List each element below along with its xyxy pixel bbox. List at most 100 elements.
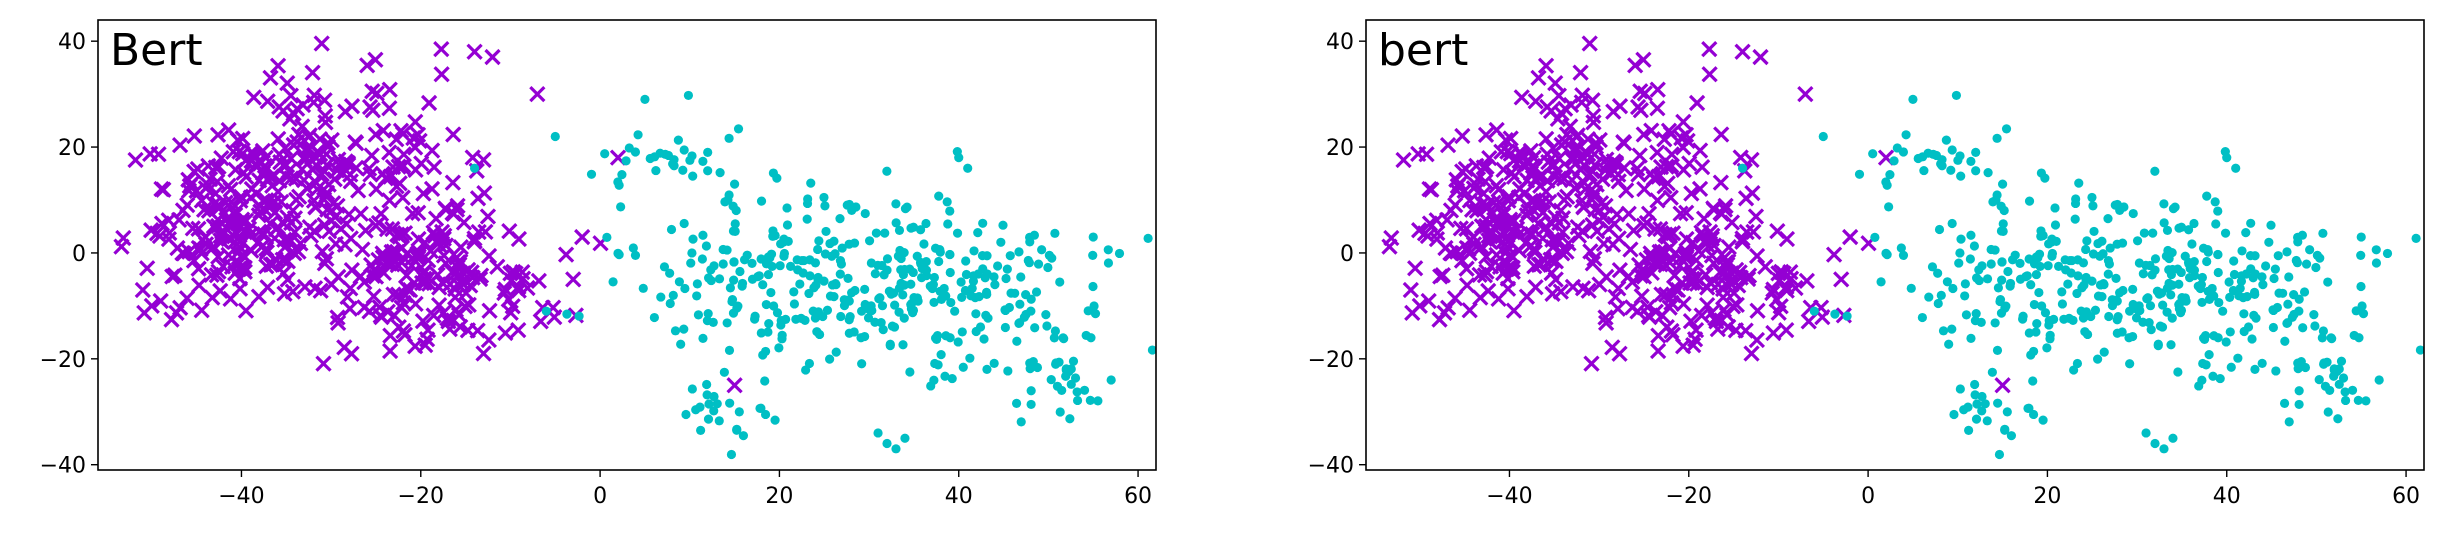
data-point-dot [1003, 366, 1013, 376]
data-point-dot [679, 145, 689, 155]
data-point-x [394, 189, 411, 206]
data-point-x [1778, 321, 1795, 339]
data-point-x [1687, 322, 1705, 339]
data-point-dot [2270, 264, 2280, 274]
data-point-dot [2001, 124, 2012, 134]
data-point-dot [1737, 163, 1748, 173]
data-point-dot [702, 379, 712, 390]
data-point-x [1833, 271, 1850, 288]
data-point-dot [2292, 258, 2302, 268]
data-point-dot [2279, 398, 2290, 408]
data-point-x [1825, 246, 1843, 263]
data-point-x [175, 245, 192, 262]
data-point-x [1747, 208, 1765, 225]
data-point-x [170, 211, 188, 229]
data-point-x [336, 339, 353, 356]
data-point-dot [630, 147, 641, 157]
data-point-dot [1046, 375, 1056, 385]
data-point-dot [1960, 291, 1970, 301]
data-point-dot [2329, 371, 2339, 381]
data-point-dot [2225, 327, 2235, 337]
data-point-dot [802, 198, 813, 209]
data-point-dot [929, 272, 939, 283]
data-point-x [236, 224, 254, 241]
data-point-x [234, 130, 251, 147]
data-point-dot [1987, 367, 1997, 377]
data-point-x [1488, 177, 1505, 194]
data-point-dot [738, 431, 749, 441]
data-point-x [1782, 270, 1800, 287]
data-point-dot [2088, 201, 2098, 211]
data-point-dot [860, 331, 870, 342]
data-point-dot [782, 203, 792, 213]
data-point-dot [2167, 264, 2178, 275]
data-point-dot [763, 269, 774, 280]
data-point-dot [2374, 375, 2384, 385]
data-point-dot [2028, 409, 2039, 420]
data-point-x [1778, 278, 1795, 296]
data-point-dot [1934, 224, 1945, 235]
data-point-x [1477, 126, 1495, 144]
data-point-x [1604, 339, 1621, 356]
data-point-dot [1977, 391, 1987, 402]
data-point-x [452, 239, 469, 256]
data-point-dot [586, 169, 597, 179]
data-point-dot [2211, 219, 2221, 229]
data-point-dot [2078, 258, 2089, 268]
data-point-x [1591, 131, 1608, 149]
data-point-dot [1951, 90, 1962, 101]
data-point-x [1606, 215, 1623, 233]
data-point-dot [1016, 417, 1026, 427]
data-point-dot [2000, 425, 2010, 435]
data-point-dot [2141, 428, 2151, 438]
data-point-dot [837, 243, 847, 253]
data-point-dot [2053, 261, 2064, 271]
data-point-dot [2089, 226, 2099, 237]
data-point-dot [1898, 250, 1909, 260]
data-point-dot [814, 236, 824, 246]
data-point-dot [2310, 321, 2320, 331]
data-point-dot [934, 256, 944, 267]
data-point-dot [2284, 417, 2294, 427]
data-point-dot [2237, 246, 2247, 256]
data-point-dot [2198, 243, 2209, 253]
data-point-x [223, 194, 240, 211]
data-point-dot [714, 274, 725, 284]
data-point-x [397, 287, 414, 304]
data-point-dot [2294, 399, 2304, 410]
data-point-dot [1001, 273, 1011, 284]
data-point-x [279, 253, 297, 270]
data-point-dot [739, 255, 750, 265]
data-point-dot [1996, 226, 2007, 236]
data-point-x [480, 247, 498, 265]
data-point-x [1723, 276, 1740, 293]
data-point-dot [2247, 334, 2257, 344]
data-point-x [1675, 161, 1692, 179]
data-point-x [186, 127, 203, 145]
data-point-dot [947, 373, 957, 384]
data-point-dot [703, 309, 713, 319]
data-point-dot [688, 171, 698, 181]
data-point-dot [665, 298, 675, 309]
data-point-dot [2024, 403, 2034, 413]
data-point-x [479, 208, 497, 225]
data-point-x [1458, 260, 1475, 277]
data-point-dot [915, 225, 926, 235]
data-point-dot [628, 243, 638, 253]
data-point-dot [2112, 239, 2122, 249]
data-point-dot [2132, 236, 2143, 246]
data-point-x [1554, 224, 1571, 241]
data-point-dot [1049, 333, 1059, 343]
data-point-dot [2224, 277, 2234, 287]
data-point-x [565, 271, 582, 288]
data-point-dot [2078, 313, 2089, 323]
data-point-x [1656, 243, 1674, 261]
data-point-dot [777, 334, 787, 344]
data-point-dot [1933, 298, 1943, 309]
data-point-dot [703, 166, 713, 176]
data-point-dot [2382, 248, 2393, 259]
data-point-x [1539, 98, 1556, 115]
data-point-dot [969, 246, 979, 256]
data-point-dot [931, 334, 942, 344]
data-point-x [500, 291, 517, 308]
